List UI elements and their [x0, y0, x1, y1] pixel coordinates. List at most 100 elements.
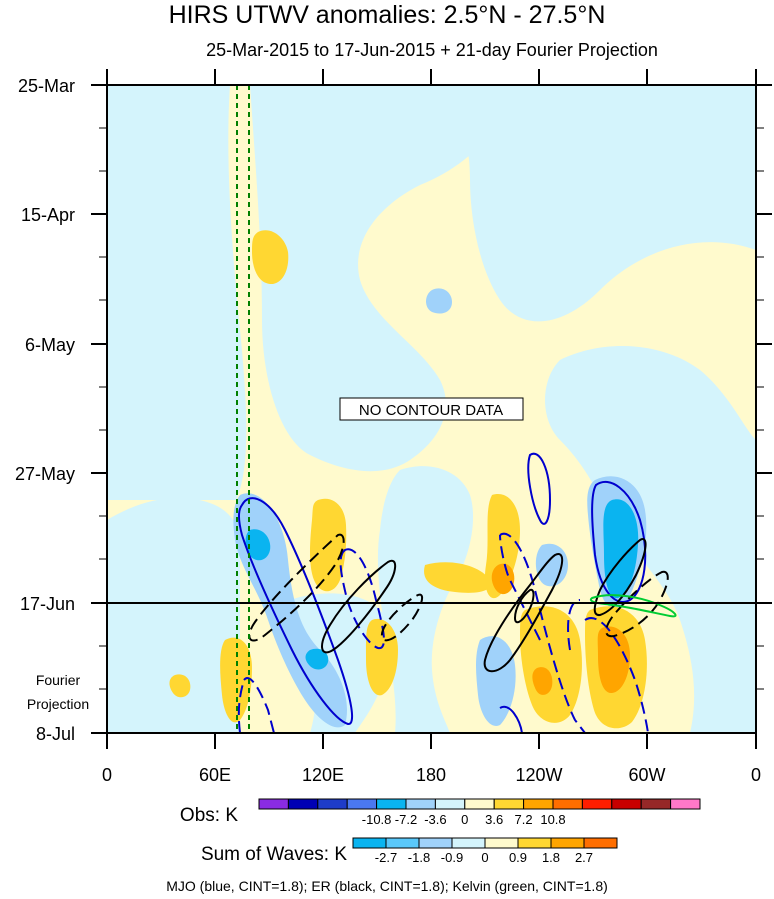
pos-9: [169, 674, 191, 698]
mjo-dash-6: [243, 677, 275, 733]
opos-1: [597, 626, 630, 694]
footer-caption: MJO (blue, CINT=1.8); ER (black, CINT=1.…: [166, 878, 608, 894]
waves-label-1: -1.8: [408, 850, 430, 865]
obs-swatch-4: [376, 798, 407, 810]
obs-swatch-2: [317, 798, 348, 810]
x-tick-label-6: 0: [751, 765, 761, 785]
wave-contours: [237, 452, 677, 733]
mjo-dash-1: [339, 548, 385, 650]
y-tick-label-3: 27-May: [15, 464, 75, 484]
waves-swatch-4: [484, 837, 519, 849]
neg-region-6: [377, 466, 474, 733]
mjo-dash-7: [237, 679, 245, 733]
neg-region-2: [250, 85, 520, 472]
obs-swatch-6: [434, 798, 466, 810]
obs-colorbar-title: Obs: K: [180, 805, 238, 826]
y-axis: 25-Mar 15-Apr 6-May 27-May 17-Jun 8-Jul …: [15, 76, 772, 744]
waves-swatch-0: [352, 837, 387, 849]
chart-title: HIRS UTWV anomalies: 2.5°N - 27.5°N: [168, 1, 606, 29]
mjo-dash-2: [499, 532, 586, 733]
waves-swatches: [352, 837, 618, 849]
neg-region-3: [430, 85, 756, 322]
obs-swatch-5: [405, 798, 436, 810]
obs-swatch-10: [552, 798, 583, 810]
waves-labels: -2.7 -1.8 -0.9 0 0.9 1.8 2.7: [375, 850, 593, 865]
waves-swatch-1: [385, 837, 420, 849]
y-tick-label-4: 17-Jun: [20, 594, 75, 614]
y-tick-label-1: 15-Apr: [21, 205, 75, 225]
x-tick-label-3: 180: [416, 765, 446, 785]
obs-swatch-12: [611, 798, 642, 810]
y-tick-label-5: 8-Jul: [36, 724, 75, 744]
obs-swatch-3: [346, 798, 378, 810]
obs-label-0: -10.8: [362, 812, 392, 827]
waves-colorbar-title: Sum of Waves: K: [201, 844, 347, 865]
stronger-positive-regions: [491, 563, 630, 695]
obs-label-1: -7.2: [395, 812, 417, 827]
er-contour-2: [483, 553, 564, 673]
er-contour-3: [593, 538, 647, 617]
mjo-dash-4: [584, 617, 649, 733]
fourier-label-line1: Fourier: [36, 672, 81, 688]
obs-swatches: [258, 798, 701, 810]
strong-negative-regions: [245, 499, 639, 670]
mneg-4: [426, 288, 452, 314]
y-tick-label-0: 25-Mar: [18, 76, 75, 96]
x-tick-label-2: 120E: [302, 765, 344, 785]
er-dash-1: [248, 533, 345, 642]
longitude-markers: [236, 85, 250, 733]
sneg-1: [603, 499, 639, 599]
negative-anomaly-regions: [107, 85, 756, 733]
obs-labels: -10.8 -7.2 -3.6 0 3.6 7.2 10.8: [362, 812, 566, 827]
neg-region-5: [107, 497, 240, 733]
waves-label-0: -2.7: [375, 850, 397, 865]
neg-region-4: [545, 346, 756, 733]
opos-2: [491, 563, 515, 595]
x-tick-label-5: 60W: [628, 765, 665, 785]
x-axis: 0 60E 120E 180 120W 60W 0: [102, 69, 761, 785]
pos-8: [365, 618, 398, 696]
waves-swatch-6: [550, 837, 585, 849]
mjo-dash-5: [567, 599, 581, 651]
obs-swatch-9: [523, 798, 554, 810]
waves-swatch-7: [583, 837, 618, 849]
mjo-contour-3: [591, 480, 647, 603]
fourier-label-line2: Projection: [27, 696, 89, 712]
er-dash-2: [380, 593, 424, 642]
waves-label-5: 1.8: [542, 850, 560, 865]
obs-swatch-8: [493, 798, 525, 810]
obs-swatch-14: [670, 798, 701, 810]
obs-swatch-13: [640, 798, 672, 810]
x-tick-label-1: 60E: [199, 765, 231, 785]
pos-4: [424, 562, 491, 593]
annotation-text: NO CONTOUR DATA: [359, 402, 503, 419]
obs-label-6: 10.8: [540, 812, 565, 827]
sneg-2: [245, 529, 271, 561]
obs-label-3: 0: [461, 812, 468, 827]
pos-1: [252, 230, 289, 285]
mjo-contour-1: [238, 497, 354, 725]
waves-label-3: 0: [481, 850, 488, 865]
obs-swatch-11: [581, 798, 613, 810]
mjo-dash-3: [499, 534, 541, 641]
neg-region-7: [282, 593, 391, 733]
y-minor-ticks: [99, 84, 772, 690]
pos-5: [520, 606, 582, 723]
mjo-dashed-contours: [237, 532, 649, 733]
positive-anomaly-regions: [169, 230, 647, 729]
no-contour-annotation: NO CONTOUR DATA: [339, 397, 524, 421]
obs-colorbar: Obs: K -10.8 -7.2 -3.6 0 3.6 7.2 10.8: [180, 798, 701, 827]
neg-region-1: [107, 85, 247, 500]
obs-swatch-1: [287, 798, 319, 810]
mjo-contour-4: [499, 705, 523, 733]
opos-3: [532, 667, 553, 695]
x-tick-label-0: 0: [102, 765, 112, 785]
obs-swatch-0: [258, 798, 289, 810]
waves-label-2: -0.9: [441, 850, 463, 865]
mjo-contour-2: [527, 452, 552, 525]
obs-label-2: -3.6: [424, 812, 446, 827]
er-contour-1: [321, 559, 397, 654]
waves-colorbar: Sum of Waves: K -2.7 -1.8 -0.9 0 0.9 1.8 2.7: [201, 837, 618, 865]
obs-label-4: 3.6: [485, 812, 503, 827]
